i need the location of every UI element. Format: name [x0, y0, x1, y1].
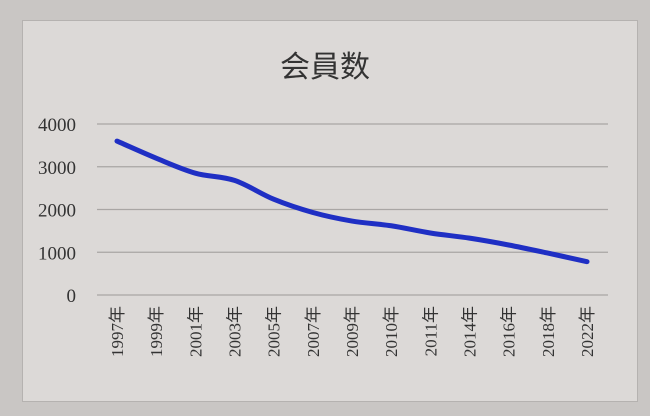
y-tick-label: 0 — [67, 286, 77, 307]
x-tick-label: 2010年 — [382, 306, 401, 357]
x-tick-label: 2007年 — [304, 306, 323, 357]
x-tick-label: 1997年 — [108, 306, 127, 357]
chart-frame — [22, 20, 638, 402]
x-tick-label: 2005年 — [265, 306, 284, 357]
series-line — [114, 138, 590, 265]
y-tick-label: 2000 — [38, 201, 76, 222]
y-tick-label: 1000 — [38, 243, 76, 264]
x-tick-label: 2014年 — [461, 306, 480, 357]
x-tick-label: 1999年 — [147, 306, 166, 357]
x-tick-label: 2011年 — [421, 306, 440, 356]
x-tick-label: 2001年 — [186, 306, 205, 357]
x-tick-label: 2003年 — [226, 306, 245, 357]
y-tick-label: 3000 — [38, 158, 76, 179]
y-tick-label: 4000 — [38, 115, 76, 136]
x-tick-label: 2009年 — [343, 306, 362, 357]
x-tick-label: 2018年 — [539, 306, 558, 357]
x-tick-label: 2022年 — [578, 306, 597, 357]
chart-title: 会員数 — [280, 50, 370, 85]
x-tick-label: 2016年 — [500, 306, 519, 357]
